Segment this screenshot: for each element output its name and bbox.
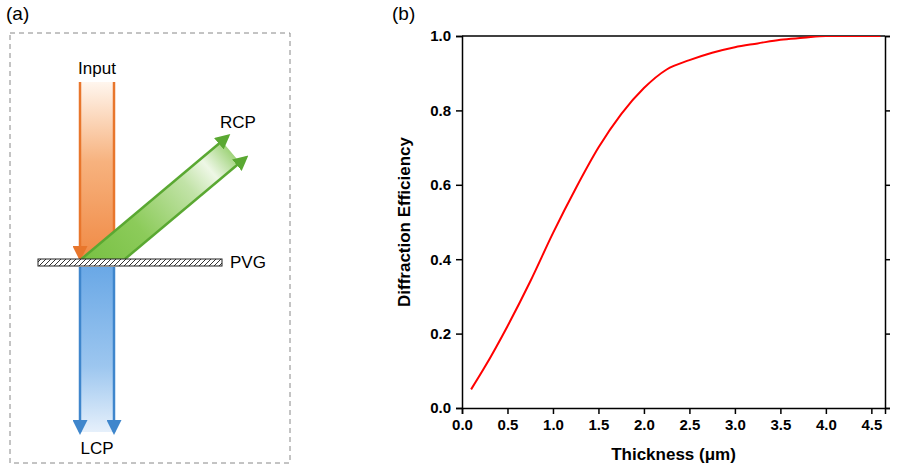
tick-label: 4.5 [861, 416, 882, 433]
tick [885, 185, 890, 186]
input-beam [80, 82, 114, 259]
tick-label: 4.0 [816, 416, 837, 433]
axis-line [463, 409, 886, 415]
y-axis: 0.0 0.2 0.4 0.6 0.8 1.0 [430, 27, 462, 416]
tick-mark [553, 408, 555, 414]
tick [885, 334, 890, 335]
tick [885, 110, 890, 111]
panel-label: (a) [6, 3, 29, 24]
tick: 4.5 [861, 408, 882, 433]
tick: 2.0 [634, 408, 655, 433]
tick-mark [456, 408, 462, 410]
tick-mark [885, 408, 890, 410]
tick: 1.0 [430, 27, 462, 44]
tick-mark [456, 110, 462, 112]
lcp-arrow [79, 267, 82, 432]
tick-label: 1.0 [543, 416, 564, 433]
tick-mark [456, 36, 462, 38]
tick [885, 408, 890, 409]
tick: 0.0 [430, 399, 462, 416]
tick: 0.5 [498, 408, 519, 433]
tick-mark [456, 185, 462, 187]
tick-label: 0.6 [430, 176, 451, 193]
tick-label: 0.8 [430, 102, 451, 119]
x-axis: 0.0 0.5 1.0 1.5 2.0 2.5 3.0 3.5 4.0 4.5 [452, 408, 885, 433]
axis-line [456, 37, 463, 409]
tick-mark [456, 333, 462, 335]
lcp-beam [80, 267, 114, 432]
y-axis-right [885, 37, 890, 409]
tick: 4.0 [816, 408, 837, 433]
panel-label: (b) [392, 3, 415, 24]
tick-label: 1.5 [589, 416, 610, 433]
tick [885, 36, 890, 37]
tick: 3.5 [770, 408, 791, 433]
panel-frame [10, 33, 290, 463]
tick: 0.6 [430, 176, 462, 193]
tick-mark [826, 408, 828, 414]
tick-mark [871, 408, 873, 414]
tick-label: 3.0 [725, 416, 746, 433]
tick-mark [598, 408, 600, 414]
grating-label: PVG [230, 253, 266, 272]
tick-mark [885, 36, 890, 38]
tick-mark [735, 408, 737, 414]
grating-plate [38, 259, 222, 266]
plot-area [471, 36, 880, 389]
input-label: Input [78, 59, 116, 78]
tick-mark [885, 333, 890, 335]
tick: 0.2 [430, 325, 462, 342]
tick: 0.8 [430, 102, 462, 119]
tick-mark [780, 408, 782, 414]
tick: 0.0 [452, 408, 473, 433]
chart: (b)0.00.51.01.52.02.53.03.54.04.50.00.20… [392, 3, 890, 464]
tick-label: 0.0 [452, 416, 473, 433]
tick-mark [507, 408, 509, 414]
tick-label: 0.4 [430, 251, 452, 268]
tick: 0.4 [430, 251, 462, 268]
rcp-arrow [81, 136, 228, 259]
tick-label: 1.0 [430, 27, 451, 44]
y-axis-title: Diffraction Efficiency [395, 136, 414, 307]
tick: 1.5 [589, 408, 610, 433]
tick [885, 259, 890, 260]
rcp-label: RCP [220, 113, 256, 132]
tick-mark [689, 408, 691, 414]
lcp-label: LCP [80, 439, 113, 458]
tick: 3.0 [725, 408, 746, 433]
input-arrow [79, 82, 82, 258]
tick-mark [644, 408, 646, 414]
tick-label: 0.5 [498, 416, 519, 433]
axis-line [886, 37, 891, 409]
diagram: (a) Input LCP RCP PVG [6, 3, 290, 463]
tick-label: 0.2 [430, 325, 451, 342]
tick-label: 2.5 [679, 416, 700, 433]
tick: 1.0 [543, 408, 564, 433]
tick-mark [456, 259, 462, 261]
x-axis-title: Thickness (μm) [611, 445, 736, 464]
tick-label: 0.0 [430, 399, 451, 416]
figure: (a) Input LCP RCP PVG (b) 0.0 0.5 1.0 1.5 2.0 2.5 3.… [0, 0, 898, 471]
tick-mark [885, 259, 890, 261]
tick-label: 2.0 [634, 416, 655, 433]
tick-mark [885, 110, 890, 112]
tick-label: 3.5 [770, 416, 791, 433]
lcp-arrow [113, 267, 116, 432]
tick: 2.5 [679, 408, 700, 433]
tick-mark [885, 185, 890, 187]
data-line [471, 36, 880, 389]
